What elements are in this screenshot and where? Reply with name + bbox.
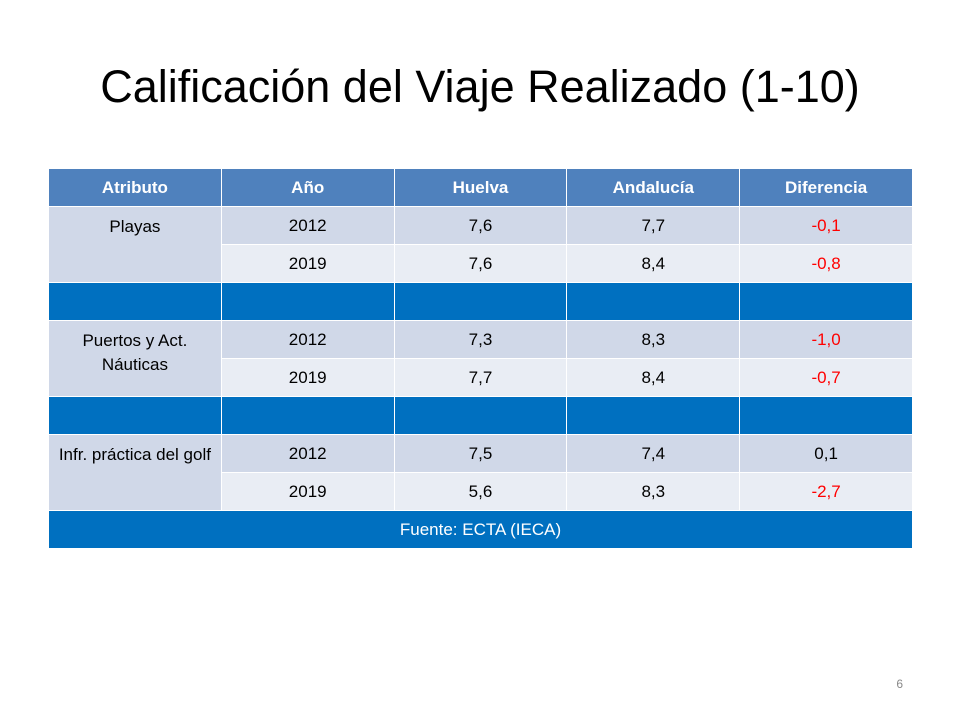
header-andalucia: Andalucía [566, 168, 741, 207]
andalucia-cell: 7,4 [566, 434, 741, 473]
separator-cell [393, 282, 568, 321]
header-huelva: Huelva [393, 168, 568, 207]
year-cell: 2019 [220, 244, 395, 283]
diferencia-cell: -0,1 [739, 206, 913, 245]
source-note: Fuente: ECTA (IECA) [48, 510, 913, 549]
diferencia-cell: -0,7 [739, 358, 913, 397]
andalucia-cell: 8,3 [566, 320, 741, 359]
year-cell: 2019 [220, 358, 395, 397]
huelva-cell: 7,6 [393, 206, 568, 245]
header-atributo: Atributo [48, 168, 222, 207]
year-cell: 2012 [220, 434, 395, 473]
year-cell: 2019 [220, 472, 395, 511]
separator-cell [220, 282, 395, 321]
andalucia-cell: 8,3 [566, 472, 741, 511]
separator-row [48, 396, 913, 435]
separator-cell [566, 282, 741, 321]
huelva-cell: 7,3 [393, 320, 568, 359]
rating-table: Atributo Año Huelva Andalucía Diferencia… [48, 168, 913, 549]
diferencia-cell: -1,0 [739, 320, 913, 359]
separator-cell [566, 396, 741, 435]
table-row: 2019 7,7 8,4 -0,7 [49, 358, 913, 397]
table-row: 2019 5,6 8,3 -2,7 [49, 472, 913, 511]
andalucia-cell: 8,4 [566, 358, 741, 397]
diferencia-cell: 0,1 [739, 434, 913, 473]
header-ano: Año [220, 168, 395, 207]
attribute-cell: Infr. práctica del golf [48, 434, 222, 511]
separator-cell [739, 282, 913, 321]
year-cell: 2012 [220, 206, 395, 245]
huelva-cell: 5,6 [393, 472, 568, 511]
separator-cell [48, 396, 222, 435]
diferencia-cell: -2,7 [739, 472, 913, 511]
table-row: Playas 2012 7,6 7,7 -0,1 [48, 206, 913, 283]
table-row: Infr. práctica del golf 2012 7,5 7,4 0,1 [48, 434, 913, 511]
andalucia-cell: 7,7 [566, 206, 741, 245]
separator-row [48, 282, 913, 321]
page-number: 6 [896, 677, 903, 691]
table-row: Puertos y Act. Náuticas 2012 7,3 8,3 -1,… [48, 320, 913, 397]
year-cell: 2012 [220, 320, 395, 359]
slide-title: Calificación del Viaje Realizado (1-10) [100, 61, 860, 112]
attribute-cell: Puertos y Act. Náuticas [48, 320, 222, 397]
separator-cell [393, 396, 568, 435]
separator-cell [739, 396, 913, 435]
table-row: 2019 7,6 8,4 -0,8 [49, 244, 913, 283]
huelva-cell: 7,5 [393, 434, 568, 473]
huelva-cell: 7,6 [393, 244, 568, 283]
separator-cell [220, 396, 395, 435]
table-header-row: Atributo Año Huelva Andalucía Diferencia [48, 168, 913, 207]
attribute-cell: Playas [48, 206, 222, 283]
separator-cell [48, 282, 222, 321]
source-row: Fuente: ECTA (IECA) [48, 510, 913, 549]
huelva-cell: 7,7 [393, 358, 568, 397]
andalucia-cell: 8,4 [566, 244, 741, 283]
diferencia-cell: -0,8 [739, 244, 913, 283]
header-diferencia: Diferencia [739, 168, 913, 207]
